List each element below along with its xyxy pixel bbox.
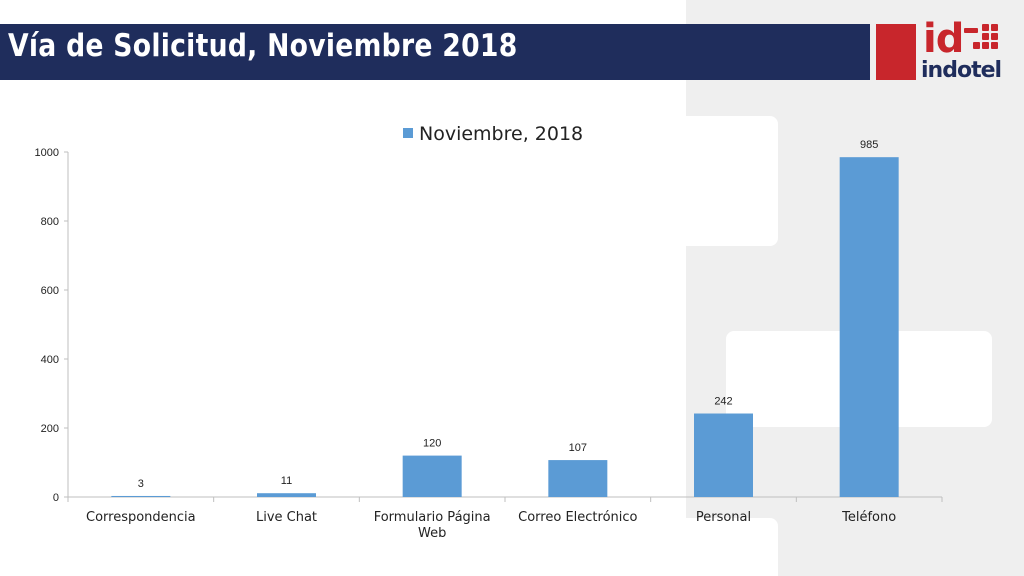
y-tick-label: 400 — [41, 354, 59, 366]
bar — [257, 493, 316, 497]
x-category-label: Correo Electrónico — [518, 510, 637, 525]
legend-label: Noviembre, 2018 — [419, 123, 583, 145]
legend-swatch — [403, 128, 413, 138]
y-tick-label: 0 — [53, 492, 59, 504]
y-tick-label: 200 — [41, 423, 59, 435]
data-label: 120 — [423, 438, 441, 450]
background-cutout — [686, 116, 778, 246]
x-category-label: Web — [418, 526, 446, 541]
keypad-icon — [964, 24, 1000, 56]
bar — [402, 455, 462, 497]
logo-red-block — [876, 24, 916, 80]
data-label: 11 — [281, 475, 292, 487]
page-title: Vía de Solicitud, Noviembre 2018 — [8, 28, 518, 64]
x-category-label: Correspondencia — [86, 510, 196, 525]
x-category-label: Teléfono — [841, 510, 896, 525]
data-label: 242 — [714, 396, 732, 408]
x-category-label: Formulario Página — [374, 510, 491, 525]
bar — [111, 495, 171, 497]
data-label: 985 — [860, 139, 878, 151]
data-label: 3 — [138, 478, 144, 490]
title-bar — [0, 24, 870, 80]
bar — [839, 157, 899, 498]
y-tick-label: 600 — [41, 285, 59, 297]
logo-mark: id — [923, 16, 964, 62]
y-tick-label: 800 — [41, 216, 59, 228]
background-cutout — [686, 518, 778, 576]
bar — [694, 413, 753, 497]
logo-wordmark: indotel — [921, 58, 1002, 83]
data-label: 107 — [569, 442, 587, 454]
x-category-label: Live Chat — [256, 510, 317, 525]
bar — [548, 460, 608, 497]
chart-legend: Noviembre, 2018 — [403, 123, 583, 145]
y-tick-label: 1000 — [35, 147, 59, 159]
x-category-label: Personal — [696, 510, 751, 525]
